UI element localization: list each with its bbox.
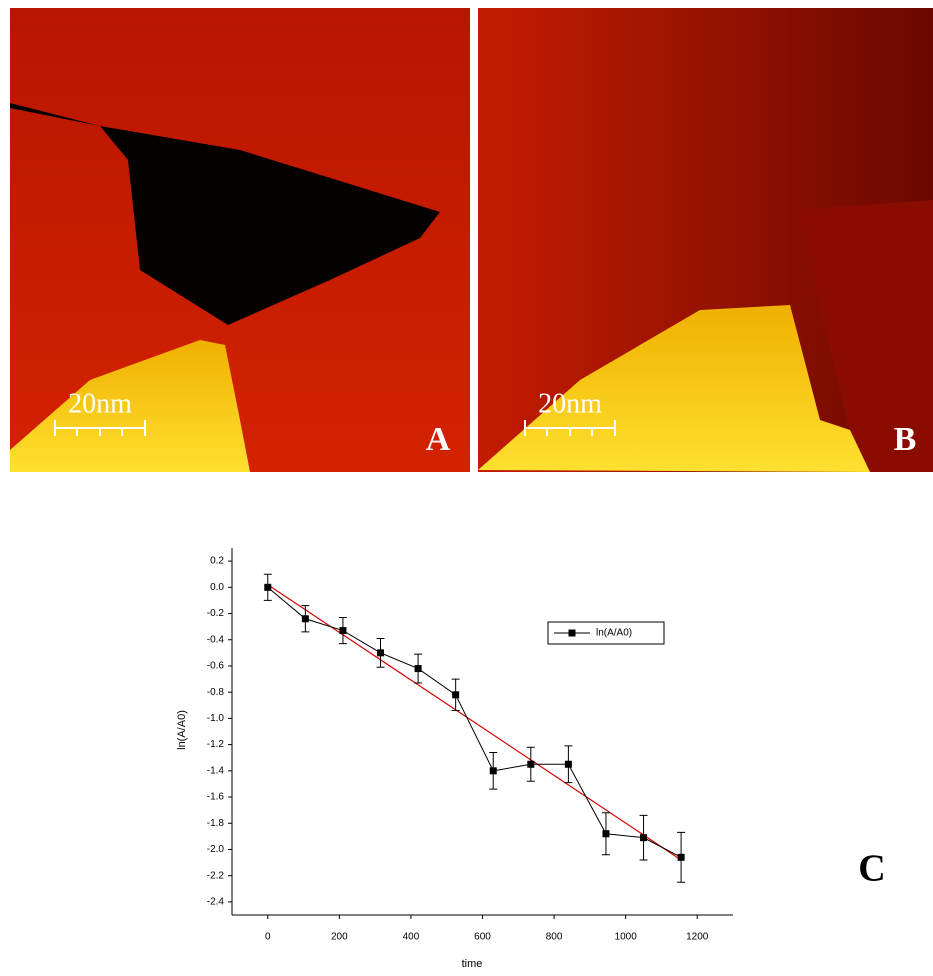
x-tick-label: 1200 [686,932,709,943]
data-point [377,649,385,657]
data-point [264,583,272,591]
y-tick-label: -2.0 [207,844,225,855]
data-point [301,615,309,623]
x-tick-label: 200 [331,932,348,943]
plot-area [232,548,733,915]
data-point [602,830,610,838]
data-point [452,691,460,699]
y-tick-label: 0.2 [210,556,224,567]
scale-bar-label: 20nm [68,388,132,419]
image-a: 20nm A [10,8,470,472]
y-tick-label: -0.2 [207,608,225,619]
y-tick-label: -1.8 [207,818,225,829]
y-tick-label: -1.0 [207,713,225,724]
y-tick-label: -0.8 [207,687,225,698]
panel-label: A [426,421,451,458]
panel-label: C [858,848,885,890]
y-tick-label: -2.2 [207,870,225,881]
data-line [267,586,682,858]
panel-label: B [894,421,917,458]
y-tick-label: -1.6 [207,792,225,803]
data-point [677,853,685,861]
x-tick-label: 1000 [615,932,638,943]
data-point [564,760,572,768]
data-point [489,767,497,775]
data-point [527,760,535,768]
fit-line [267,584,682,861]
y-tick-label: 0.0 [210,582,224,593]
y-tick-label: -1.4 [207,765,225,776]
data-point [414,665,422,673]
x-tick-label: 0 [265,932,271,943]
y-tick-label: -2.4 [207,897,225,908]
data-point [640,834,648,842]
legend-label: ln(A/A0) [596,628,632,639]
legend-box [547,621,665,645]
y-tick-label: -0.6 [207,661,225,672]
image-b: 20nm B [478,8,933,472]
x-tick-label: 400 [403,932,420,943]
scale-bar-label: 20nm [538,388,602,419]
y-tick-label: -0.4 [207,634,225,645]
legend-marker [568,629,576,637]
x-axis-label: time [462,958,483,970]
x-tick-label: 600 [474,932,491,943]
data-point [339,627,347,635]
x-tick-label: 800 [546,932,563,943]
y-axis-label: ln(A/A0) [176,710,188,750]
y-tick-label: -1.2 [207,739,225,750]
